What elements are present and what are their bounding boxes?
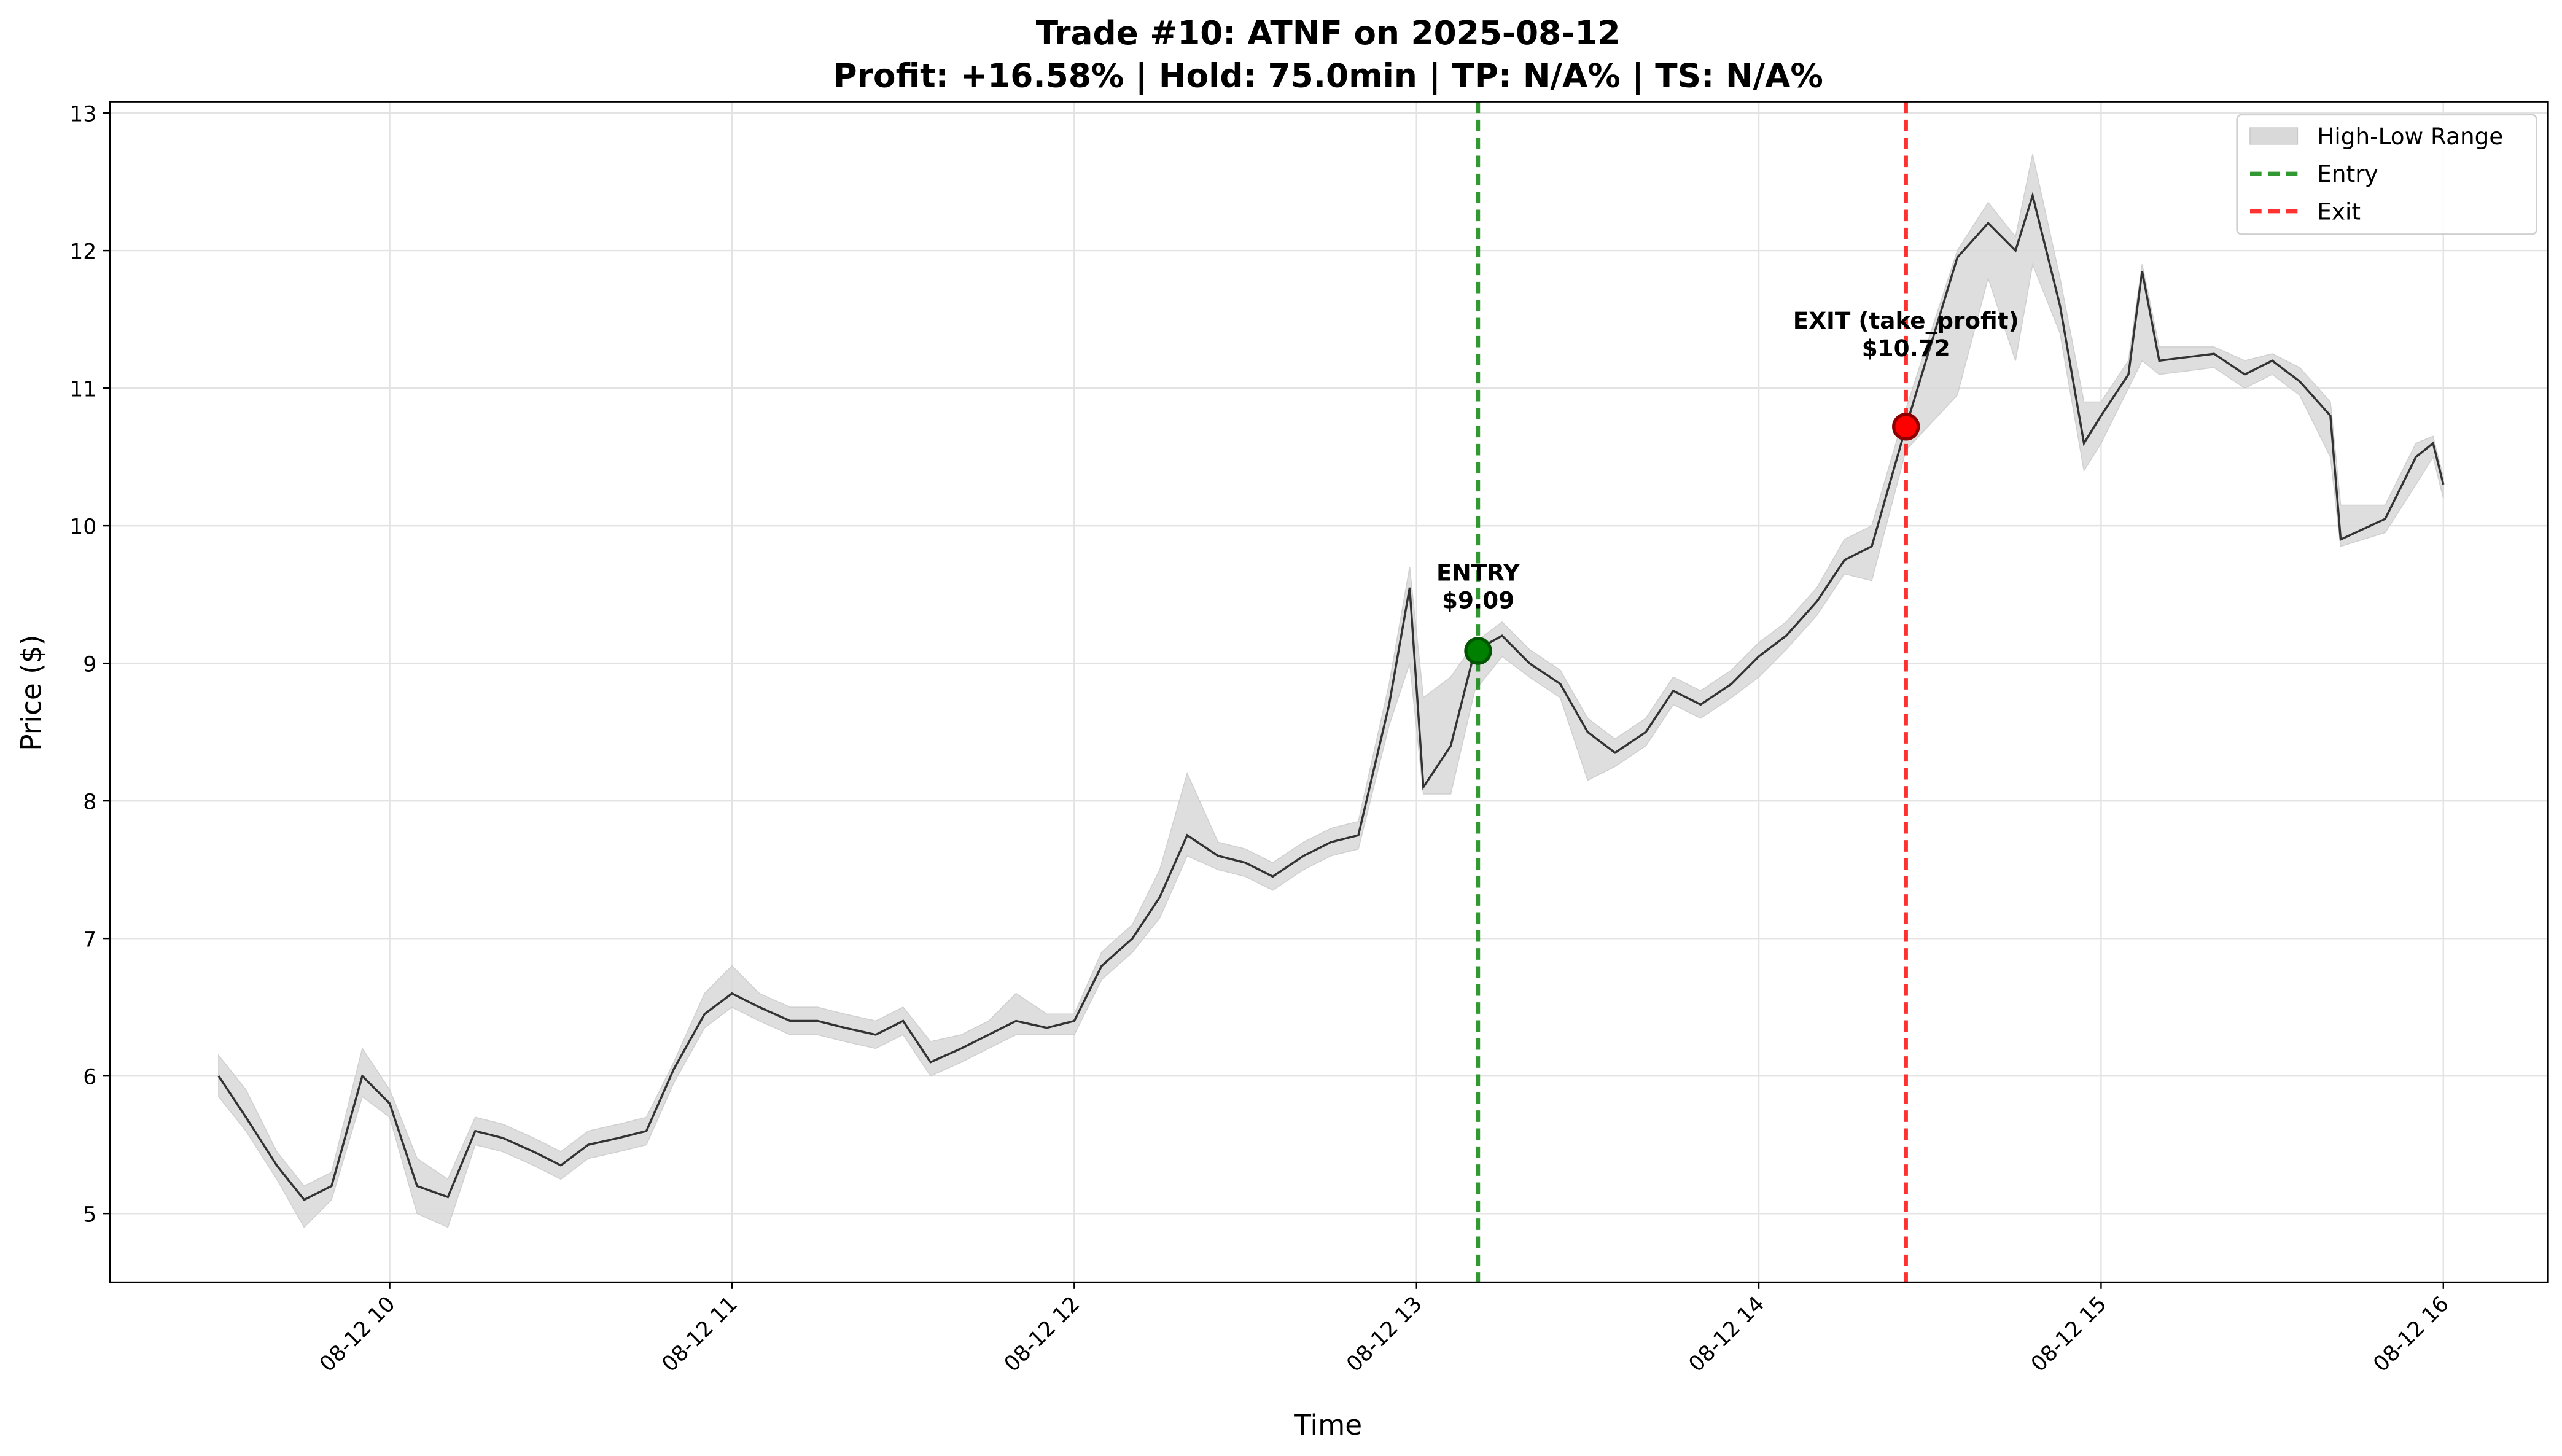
chart-subtitle: Profit: +16.58% | Hold: 75.0min | TP: N/… (833, 56, 1823, 95)
y-tick-label: 9 (83, 652, 96, 677)
price-line (217, 192, 2445, 1201)
legend-label: Exit (2317, 198, 2361, 225)
legend-label: Entry (2317, 160, 2378, 187)
x-axis-label: Time (1293, 1409, 1362, 1441)
entry-label: ENTRY (1436, 559, 1520, 586)
plot-frame (109, 101, 2549, 1283)
y-tick-label: 5 (83, 1202, 96, 1227)
exit-marker (1892, 413, 1920, 441)
y-tick-label: 6 (83, 1065, 96, 1089)
y-tick-label: 13 (69, 102, 96, 127)
entry-marker (1464, 637, 1492, 665)
y-tick-label: 12 (69, 239, 96, 264)
y-tick-label: 10 (69, 515, 96, 539)
legend-label: High-Low Range (2317, 123, 2503, 150)
y-tick-label: 8 (83, 790, 96, 814)
entry-price-label: $9.09 (1442, 587, 1514, 614)
high-low-band (218, 154, 2444, 1228)
exit-label: EXIT (take_profit) (1793, 307, 2019, 334)
chart-title: Trade #10: ATNF on 2025-08-12 (1036, 14, 1621, 52)
y-axis-label: Price ($) (15, 635, 48, 751)
legend-box (2236, 114, 2537, 235)
legend-swatch (2249, 127, 2299, 145)
y-tick-label: 7 (83, 927, 96, 952)
y-tick-label: 11 (69, 377, 96, 402)
exit-price-label: $10.72 (1862, 335, 1950, 362)
